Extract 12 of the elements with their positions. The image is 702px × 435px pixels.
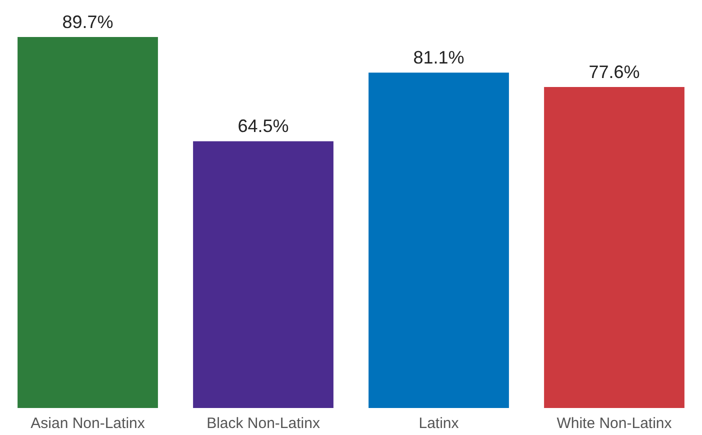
data-label: 81.1% xyxy=(413,48,464,68)
bar xyxy=(544,87,684,408)
data-label: 89.7% xyxy=(62,12,114,32)
x-tick-label: Black Non-Latinx xyxy=(206,415,320,432)
bar xyxy=(368,72,509,408)
data-label: 77.6% xyxy=(588,62,640,82)
data-label: 64.5% xyxy=(238,116,289,136)
bar xyxy=(18,37,158,408)
x-tick-label: Latinx xyxy=(418,415,460,432)
x-tick-label: White Non-Latinx xyxy=(556,415,672,432)
bar xyxy=(193,141,334,408)
x-tick-label: Asian Non-Latinx xyxy=(30,415,146,432)
